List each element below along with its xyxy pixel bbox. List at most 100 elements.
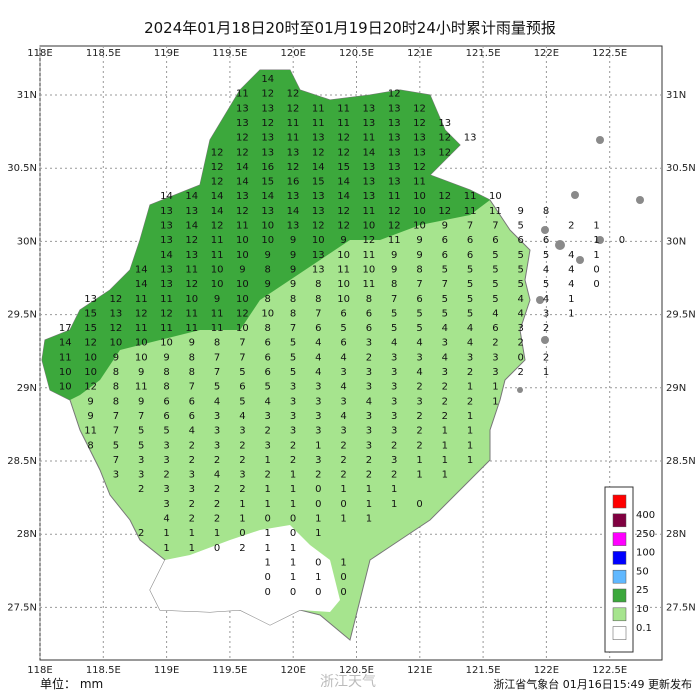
rain-value: 14 — [312, 162, 325, 173]
rain-value: 11 — [337, 264, 350, 275]
rain-value: 12 — [337, 133, 350, 144]
rain-value: 1 — [214, 528, 220, 539]
rain-value: 13 — [261, 147, 274, 158]
rain-value: 7 — [214, 367, 220, 378]
rain-value: 13 — [261, 133, 274, 144]
rain-value: 13 — [261, 206, 274, 217]
rain-value: 14 — [337, 191, 350, 202]
rain-value: 2 — [189, 440, 195, 451]
rain-value: 5 — [492, 279, 498, 290]
rain-value: 5 — [340, 323, 346, 334]
rain-value: 2 — [442, 411, 448, 422]
rain-value: 10 — [363, 264, 376, 275]
rain-value: 15 — [84, 308, 97, 319]
rain-value: 4 — [265, 396, 271, 407]
rain-value: 13 — [160, 221, 173, 232]
rain-value: 1 — [442, 426, 448, 437]
rain-value: 12 — [261, 118, 274, 129]
rain-value: 6 — [416, 294, 422, 305]
rain-value: 3 — [442, 367, 448, 378]
rain-value: 3 — [315, 396, 321, 407]
rain-value: 1 — [416, 455, 422, 466]
rain-value: 9 — [214, 294, 220, 305]
rain-value: 3 — [214, 440, 220, 451]
rain-value: 3 — [138, 455, 144, 466]
rain-value: 9 — [239, 264, 245, 275]
rain-value: 6 — [265, 367, 271, 378]
rain-value: 3 — [265, 411, 271, 422]
rain-value: 8 — [189, 367, 195, 378]
rain-value: 2 — [189, 514, 195, 525]
rain-value: 3 — [543, 308, 549, 319]
rain-value: 7 — [113, 411, 119, 422]
rain-value: 0 — [619, 235, 625, 246]
rain-value: 2 — [467, 396, 473, 407]
rain-value: 3 — [492, 352, 498, 363]
rain-value: 2 — [366, 352, 372, 363]
rain-value: 8 — [265, 323, 271, 334]
rain-value: 8 — [290, 308, 296, 319]
rain-value: 11 — [236, 89, 249, 100]
rain-value: 6 — [189, 396, 195, 407]
rain-value: 12 — [261, 89, 274, 100]
rain-value: 13 — [160, 264, 173, 275]
legend-swatch — [612, 551, 627, 565]
issuer-label: 浙江省气象台 01月16日15:49 更新发布 — [493, 677, 692, 691]
lat-label-right: 31N — [666, 90, 686, 101]
legend-label: 0.1 — [636, 623, 652, 634]
rain-value: 1 — [290, 499, 296, 510]
rain-value: 9 — [290, 235, 296, 246]
rain-value: 17 — [59, 323, 72, 334]
rain-value: 4 — [543, 294, 549, 305]
rain-value: 7 — [290, 323, 296, 334]
rain-value: 2 — [340, 455, 346, 466]
rain-value: 4 — [315, 352, 321, 363]
rain-value: 0 — [340, 572, 346, 583]
rain-value: 14 — [211, 206, 224, 217]
rain-value: 11 — [185, 264, 198, 275]
rain-value: 11 — [388, 191, 401, 202]
rain-value: 2 — [214, 514, 220, 525]
rain-value: 4 — [163, 514, 169, 525]
lat-label-right: 30.5N — [666, 163, 696, 174]
rain-value: 6 — [163, 396, 169, 407]
rain-value: 1 — [366, 499, 372, 510]
rain-value: 3 — [239, 426, 245, 437]
rain-value: 1 — [492, 382, 498, 393]
rain-value: 0 — [214, 543, 220, 554]
rain-value: 1 — [315, 514, 321, 525]
rain-value: 2 — [518, 338, 524, 349]
rain-value: 10 — [236, 279, 249, 290]
rain-value: 9 — [391, 250, 397, 261]
rain-value: 3 — [416, 396, 422, 407]
lat-label-right: 28N — [666, 529, 686, 540]
rain-value: 12 — [337, 221, 350, 232]
rain-value: 7 — [442, 279, 448, 290]
rain-value: 5 — [467, 264, 473, 275]
rain-value: 0 — [290, 587, 296, 598]
lat-label-right: 28.5N — [666, 456, 696, 467]
rain-value: 2 — [416, 440, 422, 451]
rain-value: 10 — [84, 367, 97, 378]
rain-value: 3 — [315, 455, 321, 466]
lon-label-bottom: 121E — [407, 665, 432, 676]
rain-value: 5 — [290, 367, 296, 378]
rain-value: 5 — [518, 221, 524, 232]
rain-value: 12 — [438, 206, 451, 217]
rain-value: 1 — [239, 514, 245, 525]
rain-value: 13 — [363, 191, 376, 202]
rain-value: 10 — [337, 250, 350, 261]
rain-value: 5 — [416, 308, 422, 319]
rain-value: 3 — [366, 426, 372, 437]
lon-label-top: 118.5E — [86, 48, 121, 59]
rain-value: 3 — [391, 382, 397, 393]
rain-value: 10 — [261, 235, 274, 246]
rain-value: 2 — [138, 528, 144, 539]
rain-value: 1 — [290, 572, 296, 583]
rain-value: 12 — [438, 147, 451, 158]
rain-value: 9 — [290, 279, 296, 290]
rain-value: 2 — [467, 367, 473, 378]
rain-value: 6 — [467, 250, 473, 261]
rain-value: 13 — [413, 133, 426, 144]
